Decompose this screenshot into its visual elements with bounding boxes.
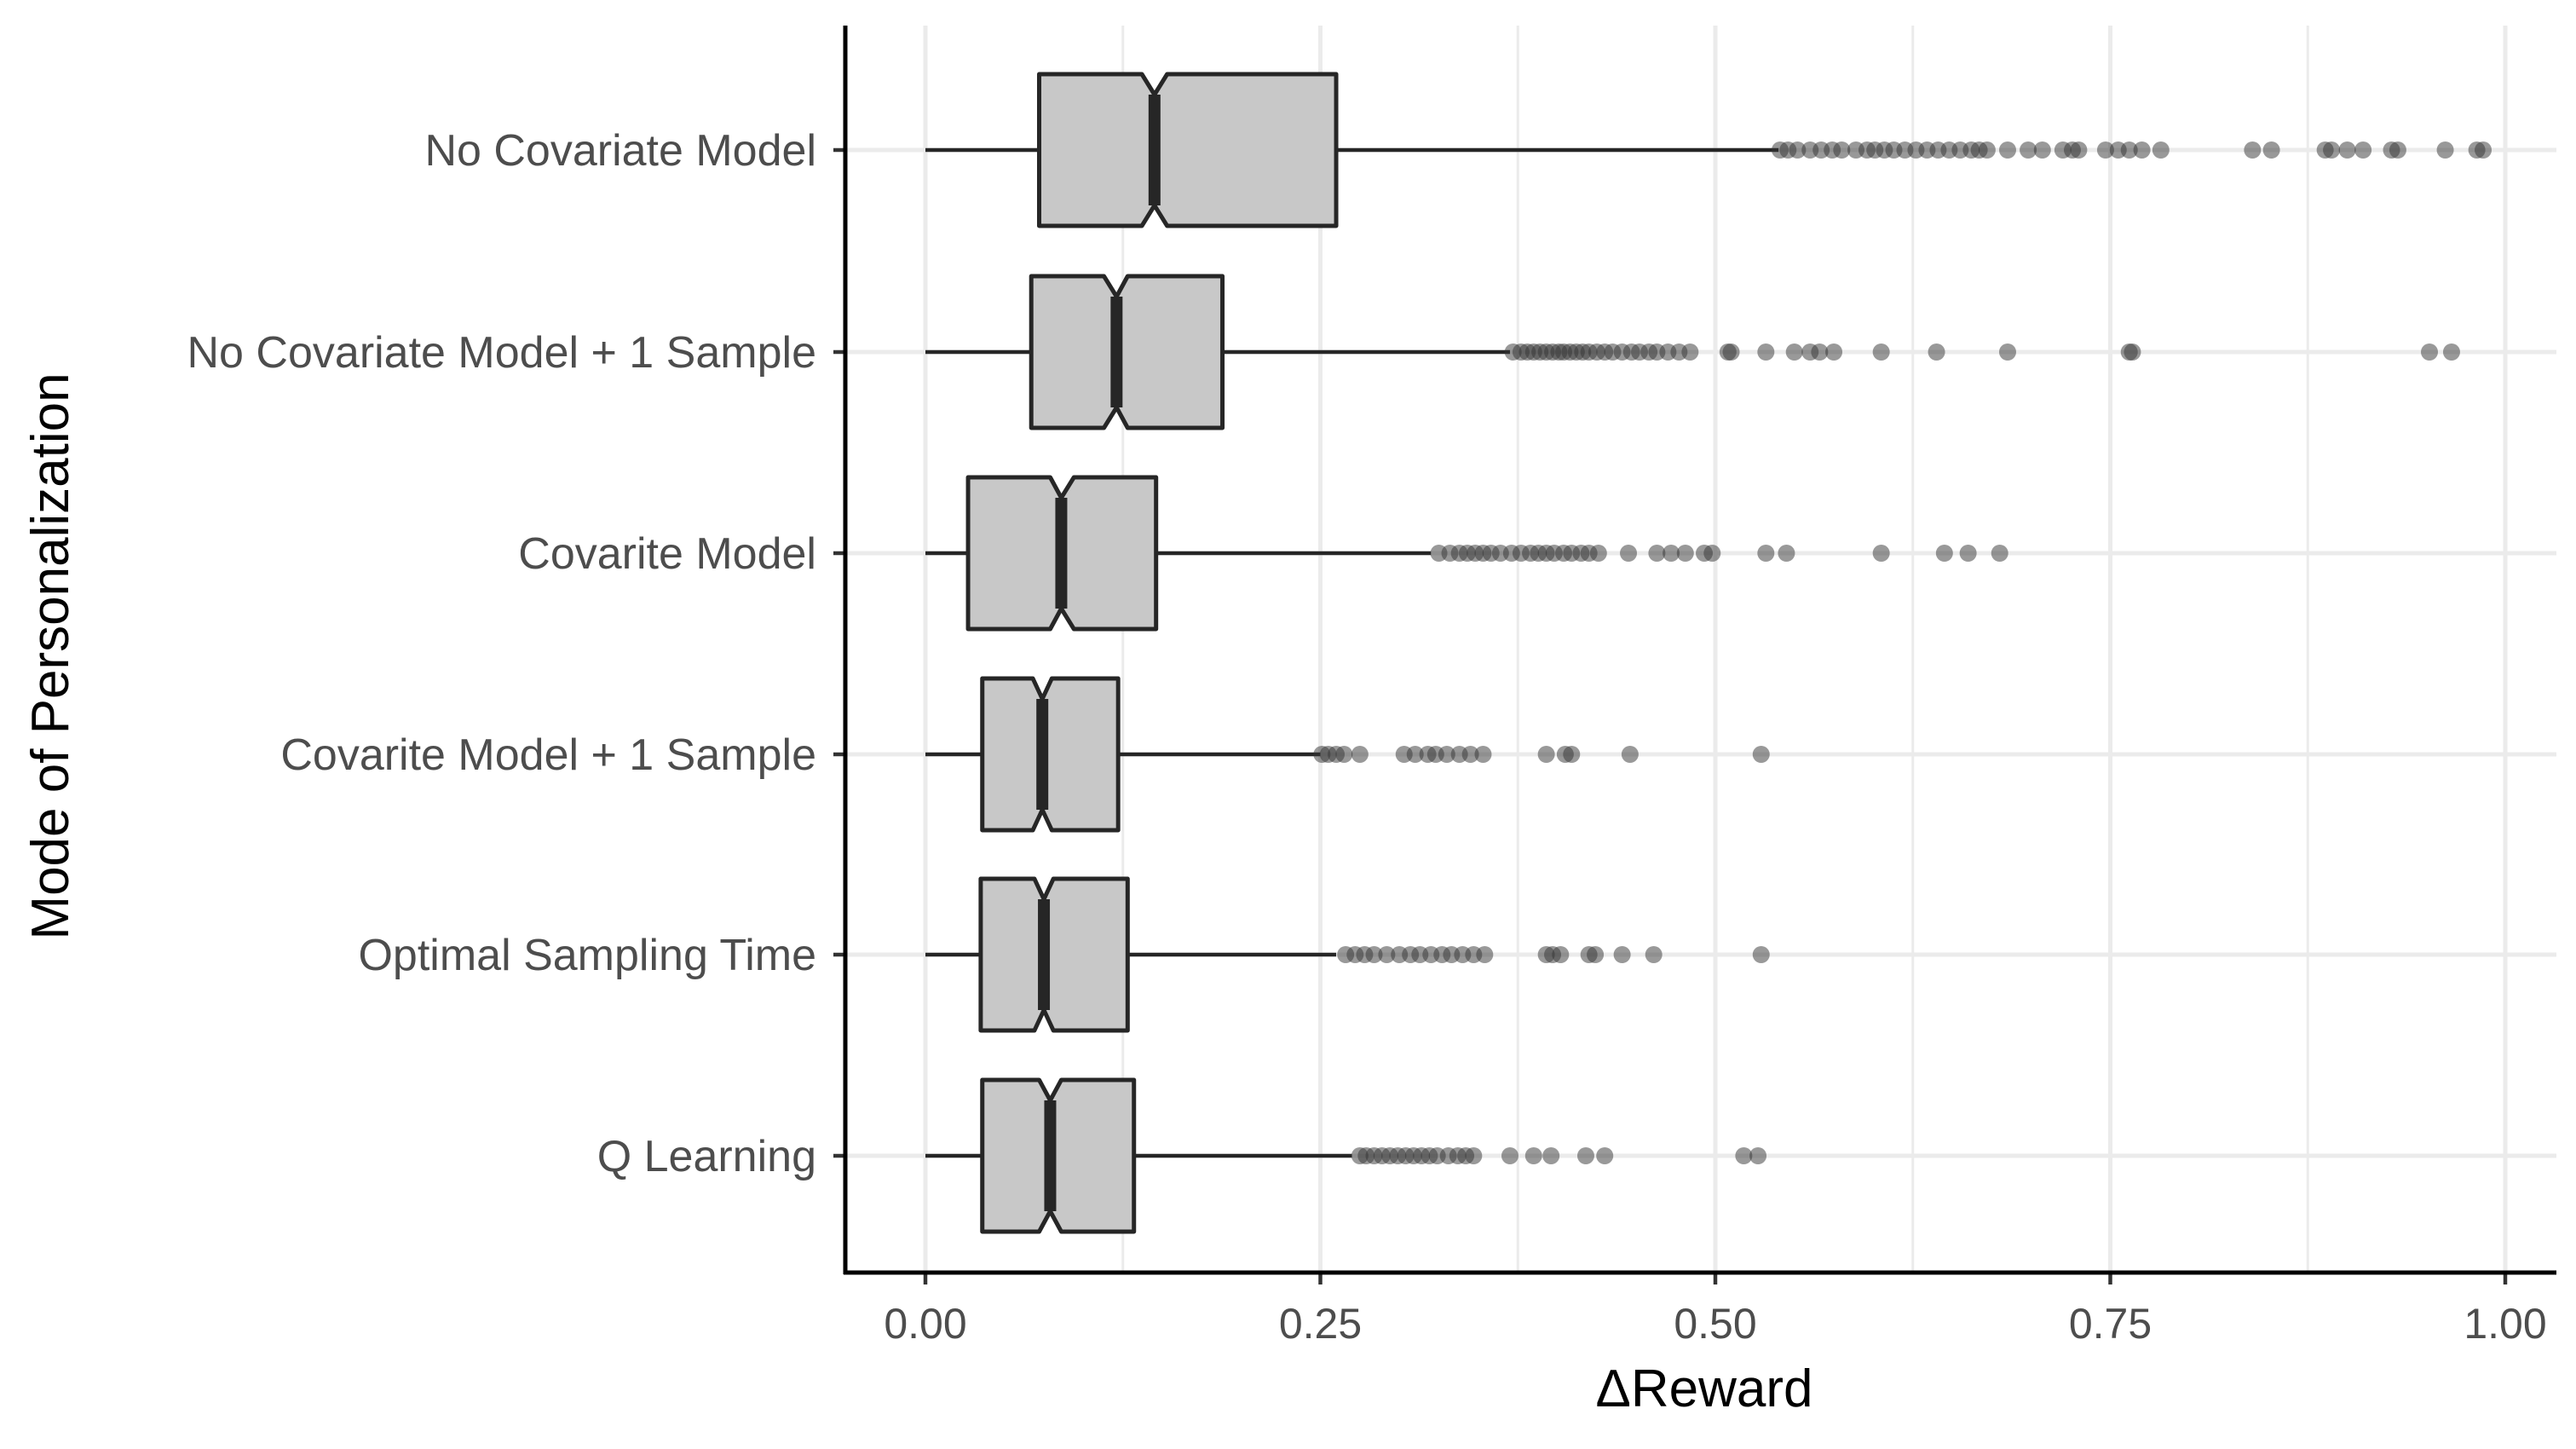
x-tick-label: 1.00	[2464, 1300, 2546, 1348]
outlier-point	[1978, 141, 1996, 159]
outlier-point	[1596, 1147, 1614, 1164]
outlier-point	[1645, 946, 1663, 963]
outlier-point	[1563, 746, 1581, 763]
outlier-point	[2020, 141, 2037, 159]
notched-box	[980, 1077, 1137, 1234]
outlier-point	[1552, 946, 1570, 963]
outlier-point	[2389, 141, 2406, 159]
boxes	[925, 72, 1779, 1234]
x-tick-label: 0.25	[1279, 1300, 1362, 1348]
outlier-point	[1461, 746, 1479, 763]
outlier-point	[2323, 141, 2341, 159]
x-tick-label: 0.75	[2069, 1300, 2152, 1348]
axes	[833, 26, 2556, 1284]
outlier-point	[1681, 343, 1699, 361]
outlier-point	[1587, 946, 1605, 963]
outlier-point	[2475, 141, 2492, 159]
box-group	[925, 1077, 1352, 1234]
outlier-point	[1735, 1147, 1753, 1164]
outlier-points	[1313, 141, 2492, 1164]
outlier-point	[2244, 141, 2262, 159]
outlier-point	[1620, 545, 1638, 562]
outlier-point	[1524, 1147, 1542, 1164]
outlier-point	[2120, 141, 2138, 159]
outlier-point	[1872, 343, 1890, 361]
outlier-point	[1872, 545, 1890, 562]
outlier-point	[1722, 343, 1740, 361]
outlier-point	[1757, 343, 1775, 361]
y-axis-title: Mode of Personalization	[21, 372, 80, 939]
outlier-point	[1613, 946, 1631, 963]
outlier-point	[1406, 746, 1424, 763]
outlier-point	[1537, 746, 1555, 763]
outlier-point	[1959, 545, 1977, 562]
box-group	[925, 274, 1510, 430]
outlier-point	[2421, 343, 2439, 361]
box-group	[925, 876, 1337, 1033]
outlier-point	[1474, 746, 1492, 763]
outlier-point	[2354, 141, 2372, 159]
category-label: No Covariate Model	[424, 126, 816, 176]
outlier-point	[2096, 141, 2114, 159]
outlier-point	[2338, 141, 2356, 159]
outlier-point	[1676, 545, 1694, 562]
outlier-point	[1621, 746, 1639, 763]
category-label: Covarite Model	[518, 529, 816, 579]
outlier-point	[1542, 1147, 1560, 1164]
outlier-point	[1998, 343, 2016, 361]
outlier-point	[1438, 746, 1455, 763]
x-tick-label: 0.50	[1674, 1300, 1756, 1348]
outlier-point	[1752, 946, 1770, 963]
outlier-point	[2133, 141, 2151, 159]
outlier-point	[1789, 141, 1807, 159]
outlier-point	[2262, 141, 2280, 159]
outlier-point	[1757, 545, 1775, 562]
category-label: Optimal Sampling Time	[358, 931, 816, 980]
outlier-point	[1998, 141, 2016, 159]
outlier-point	[1335, 746, 1353, 763]
outlier-point	[1785, 343, 1803, 361]
outlier-point	[1833, 141, 1851, 159]
outlier-point	[1589, 545, 1607, 562]
category-label: Q Learning	[597, 1132, 816, 1181]
tick-labels: No Covariate Model No Covariate Model + 1…	[187, 126, 2547, 1348]
box-group	[925, 72, 1779, 228]
outlier-point	[1576, 1147, 1594, 1164]
outlier-point	[1351, 746, 1369, 763]
box-group	[925, 475, 1432, 632]
notched-box	[980, 676, 1121, 833]
outlier-point	[2033, 141, 2051, 159]
notched-box	[1029, 274, 1225, 430]
outlier-point	[1928, 343, 1945, 361]
x-axis-title: ΔReward	[1595, 1360, 1812, 1418]
outlier-point	[1378, 946, 1396, 963]
outlier-point	[1752, 746, 1770, 763]
outlier-point	[1778, 545, 1795, 562]
outlier-point	[1825, 343, 1843, 361]
outlier-point	[1648, 545, 1666, 562]
category-label: No Covariate Model + 1 Sample	[187, 328, 817, 378]
outlier-point	[1935, 545, 1953, 562]
notched-box	[978, 876, 1130, 1033]
x-tick-label: 0.00	[884, 1300, 966, 1348]
outlier-point	[2442, 343, 2460, 361]
box-group	[925, 676, 1321, 833]
outlier-point	[1501, 1147, 1519, 1164]
outlier-point	[2152, 141, 2170, 159]
notched-box	[1036, 72, 1339, 228]
outlier-point	[1811, 343, 1829, 361]
outlier-point	[1749, 1147, 1767, 1164]
outlier-point	[2124, 343, 2141, 361]
category-label: Covarite Model + 1 Sample	[280, 730, 816, 780]
outlier-point	[2436, 141, 2454, 159]
outlier-point	[1703, 545, 1721, 562]
outlier-point	[1476, 946, 1494, 963]
outlier-point	[1663, 545, 1680, 562]
outlier-point	[2070, 141, 2088, 159]
outlier-point	[1465, 1147, 1483, 1164]
outlier-point	[1991, 545, 2008, 562]
outlier-point	[1365, 946, 1383, 963]
